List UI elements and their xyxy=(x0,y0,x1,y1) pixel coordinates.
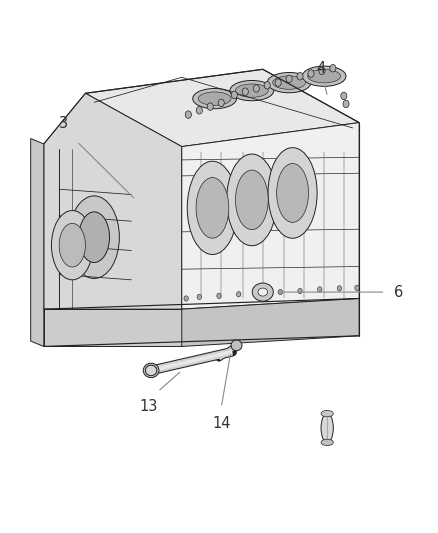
Ellipse shape xyxy=(277,164,308,222)
Text: 3: 3 xyxy=(59,116,68,131)
Circle shape xyxy=(218,99,224,107)
Polygon shape xyxy=(31,139,44,346)
Circle shape xyxy=(286,75,292,83)
Polygon shape xyxy=(44,93,182,309)
Circle shape xyxy=(343,100,349,108)
Text: 13: 13 xyxy=(140,399,158,414)
Ellipse shape xyxy=(59,223,85,267)
Ellipse shape xyxy=(321,410,333,417)
Ellipse shape xyxy=(302,66,346,86)
Ellipse shape xyxy=(198,92,231,106)
Ellipse shape xyxy=(69,196,119,279)
Ellipse shape xyxy=(258,288,268,296)
Ellipse shape xyxy=(145,365,157,376)
Circle shape xyxy=(196,107,202,114)
Polygon shape xyxy=(44,309,182,346)
Circle shape xyxy=(237,292,241,297)
Circle shape xyxy=(264,82,270,89)
Text: 4: 4 xyxy=(316,61,326,76)
Circle shape xyxy=(242,88,248,95)
Ellipse shape xyxy=(268,148,317,238)
Ellipse shape xyxy=(79,212,110,263)
Circle shape xyxy=(207,103,213,110)
Circle shape xyxy=(258,290,263,296)
Circle shape xyxy=(184,296,188,301)
Ellipse shape xyxy=(307,69,341,83)
Ellipse shape xyxy=(235,84,268,98)
Ellipse shape xyxy=(231,340,242,351)
Circle shape xyxy=(319,67,325,75)
Circle shape xyxy=(318,287,322,292)
Ellipse shape xyxy=(252,283,273,301)
Text: 6: 6 xyxy=(394,285,403,300)
Ellipse shape xyxy=(321,414,333,442)
Ellipse shape xyxy=(52,211,93,280)
Circle shape xyxy=(275,79,281,86)
Circle shape xyxy=(185,111,191,118)
Ellipse shape xyxy=(193,88,237,109)
Circle shape xyxy=(197,294,201,300)
Ellipse shape xyxy=(230,80,274,101)
Circle shape xyxy=(253,85,259,92)
Ellipse shape xyxy=(196,177,229,238)
Polygon shape xyxy=(85,69,359,147)
Ellipse shape xyxy=(272,76,306,90)
Circle shape xyxy=(330,64,336,72)
Circle shape xyxy=(341,92,347,100)
Circle shape xyxy=(308,70,314,77)
Ellipse shape xyxy=(236,170,268,230)
Circle shape xyxy=(217,293,221,298)
Ellipse shape xyxy=(267,72,311,93)
Polygon shape xyxy=(182,123,359,309)
Polygon shape xyxy=(182,298,359,346)
Circle shape xyxy=(298,288,302,294)
Ellipse shape xyxy=(187,161,237,255)
Ellipse shape xyxy=(143,364,159,377)
Circle shape xyxy=(231,91,237,99)
Circle shape xyxy=(355,285,359,290)
Text: 14: 14 xyxy=(212,416,230,431)
Ellipse shape xyxy=(321,439,333,446)
Ellipse shape xyxy=(227,154,277,246)
Circle shape xyxy=(278,289,283,295)
Circle shape xyxy=(297,72,303,80)
Circle shape xyxy=(337,286,342,291)
